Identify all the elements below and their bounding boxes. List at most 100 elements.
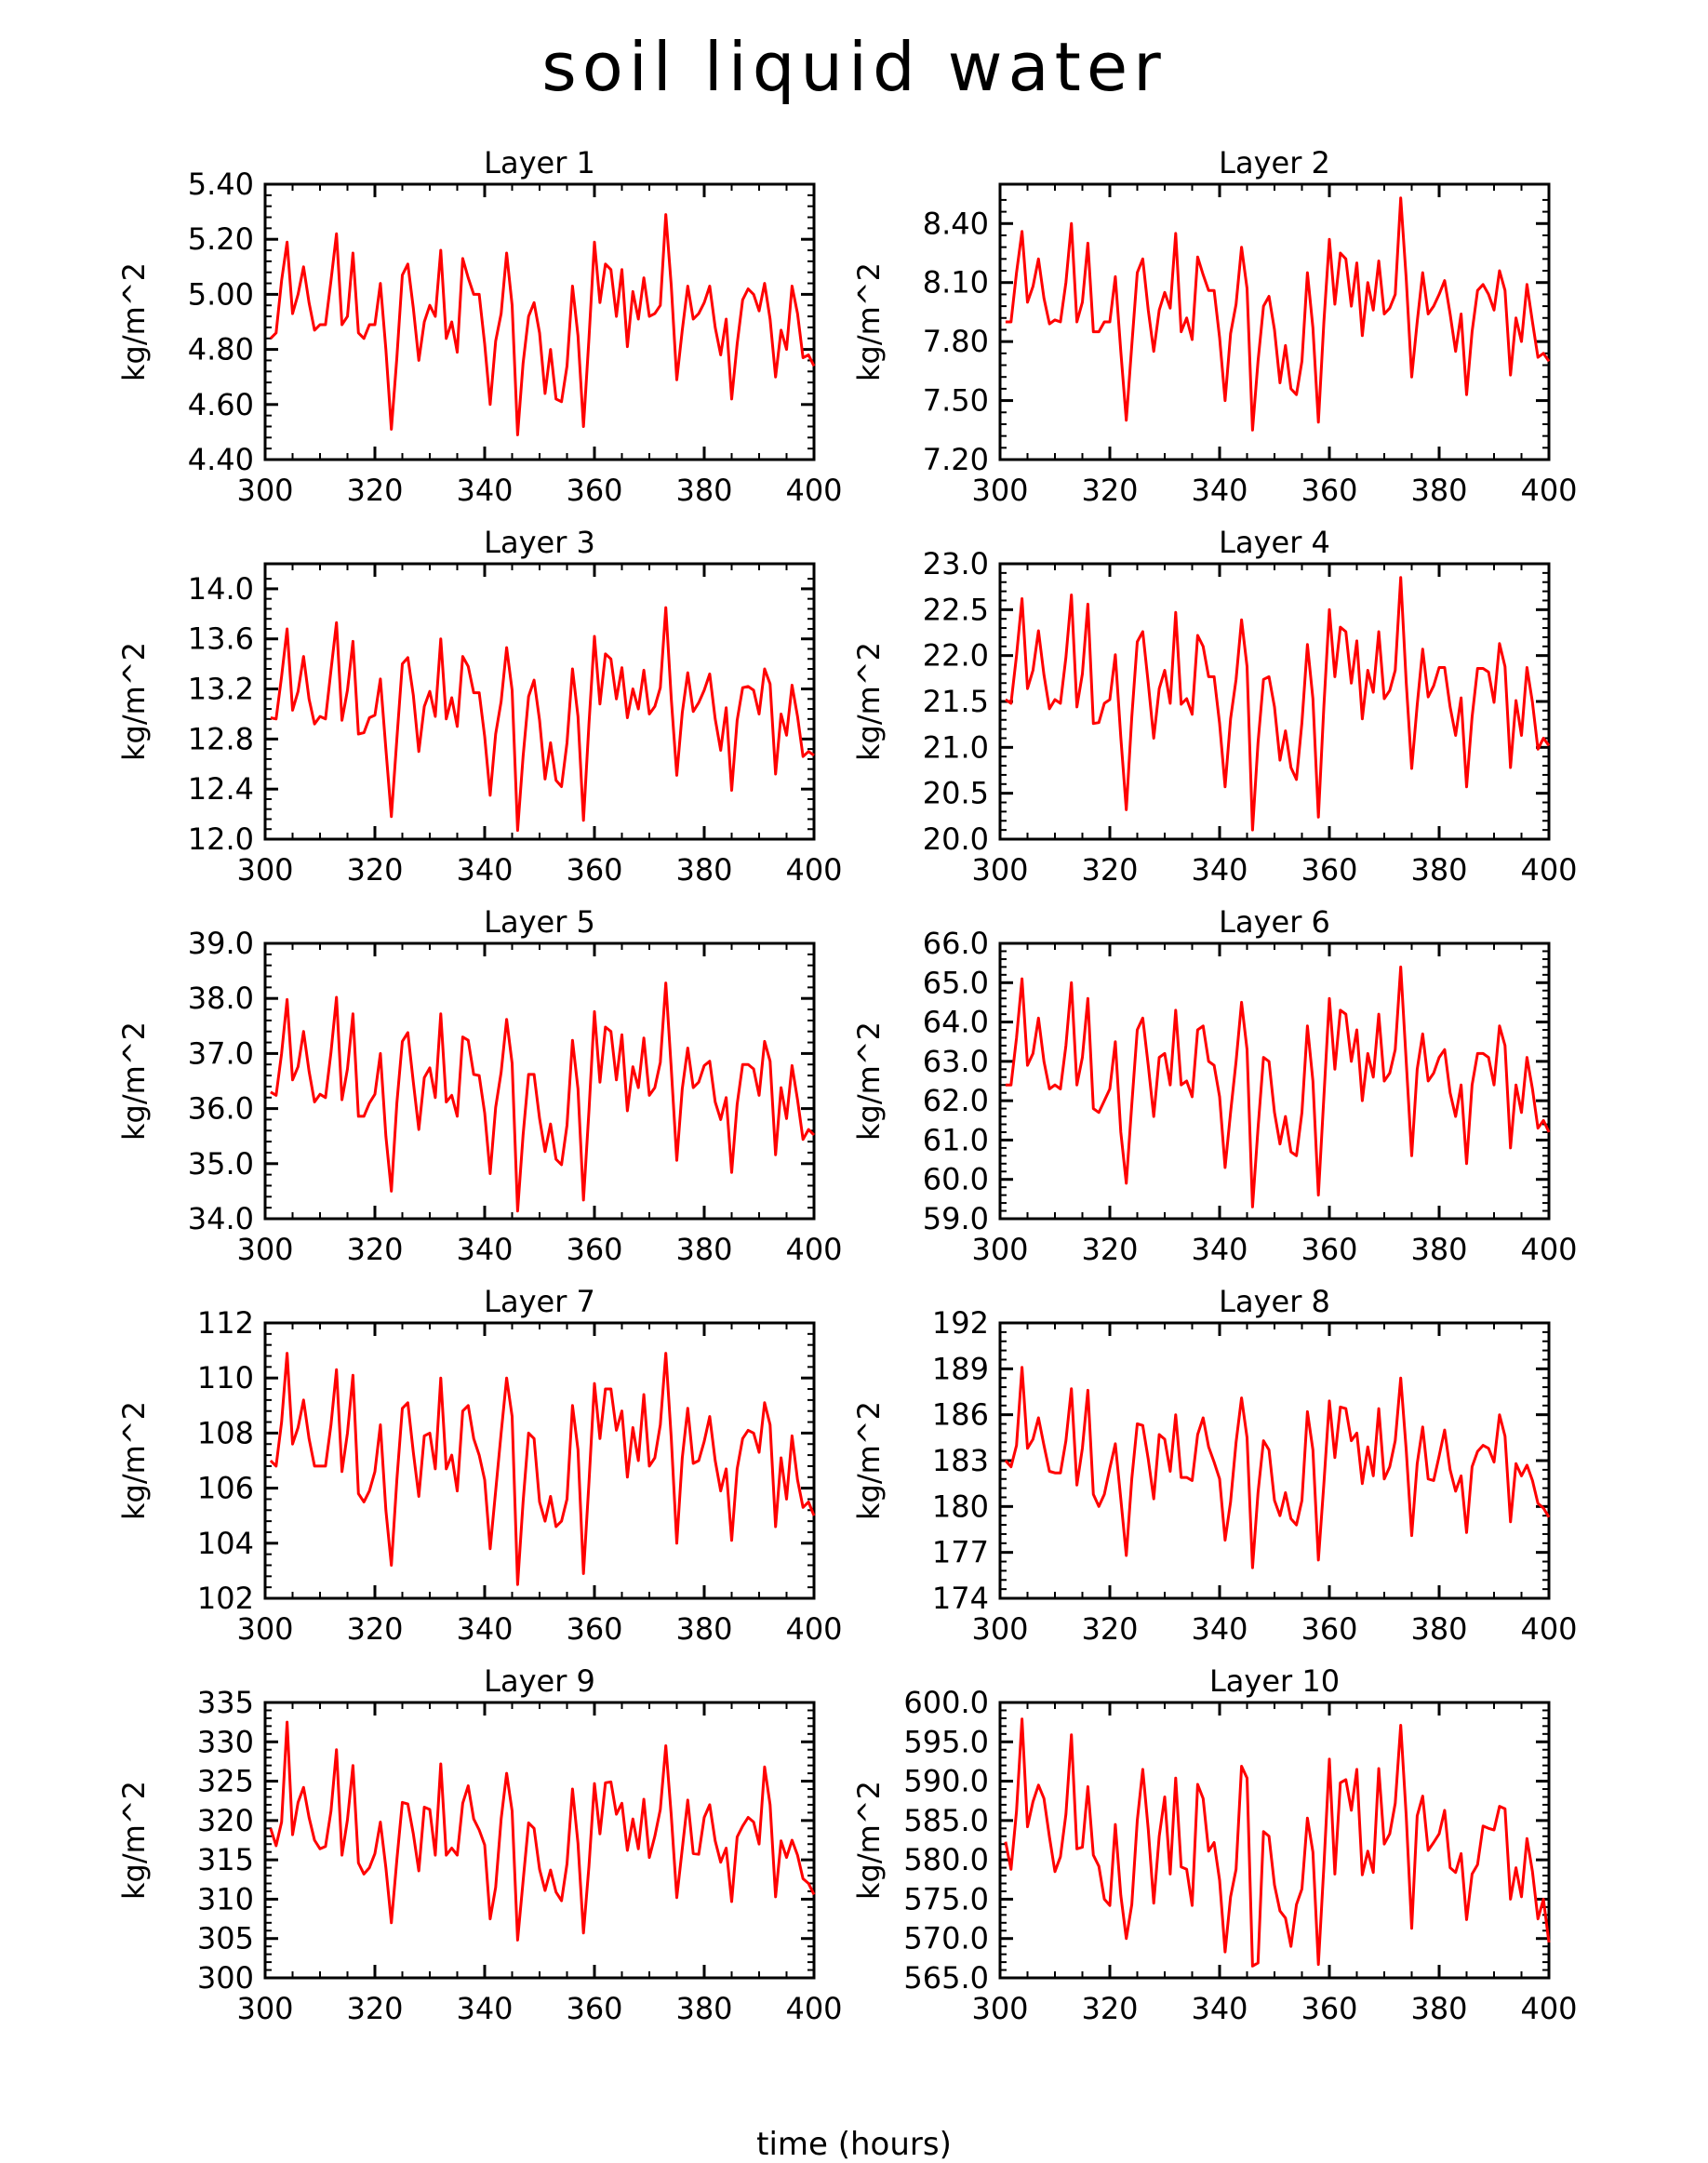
y-axis-label: kg/m^2 — [116, 1021, 152, 1141]
x-tick-label: 380 — [675, 1232, 732, 1267]
y-tick-label: 5.40 — [188, 167, 254, 202]
x-tick-label: 300 — [236, 1991, 293, 2026]
x-tick-label: 380 — [1410, 473, 1467, 508]
y-tick-label: 102 — [197, 1581, 254, 1616]
x-tick-label: 380 — [675, 1991, 732, 2026]
y-tick-label: 4.80 — [188, 332, 254, 367]
x-tick-label: 340 — [456, 473, 513, 508]
y-tick-label: 600.0 — [903, 1685, 989, 1720]
y-tick-label: 21.0 — [923, 729, 989, 765]
x-tick-label: 300 — [236, 1611, 293, 1647]
y-tick-label: 63.0 — [923, 1044, 989, 1079]
chart-panel-8: Layer 8 300 320 340 360 380 400 174 177 180 183 186… — [851, 1284, 1578, 1647]
plot-frame — [263, 1321, 816, 1600]
x-tick-label: 380 — [1410, 852, 1467, 888]
y-tick-label: 14.0 — [188, 571, 254, 607]
y-tick-label: 20.0 — [923, 821, 989, 857]
y-tick-label: 66.0 — [923, 926, 989, 961]
y-tick-label: 108 — [197, 1415, 254, 1450]
panel-title: Layer 1 — [484, 145, 595, 180]
x-tick-label: 340 — [456, 1611, 513, 1647]
y-tick-label: 575.0 — [903, 1881, 989, 1916]
y-tick-label: 565.0 — [903, 1960, 989, 1996]
chart-panel-6: Layer 6 300 320 340 360 380 400 59.0 60.0 61.0 62.… — [851, 904, 1578, 1267]
y-tick-label: 65.0 — [923, 965, 989, 1000]
x-tick-label: 380 — [1410, 1611, 1467, 1647]
panel-title: Layer 4 — [1219, 525, 1330, 560]
x-tick-label: 300 — [971, 1232, 1028, 1267]
series-line — [1005, 196, 1551, 432]
y-tick-label: 7.80 — [923, 324, 989, 359]
plot-frame — [998, 1321, 1551, 1600]
y-tick-label: 34.0 — [188, 1201, 254, 1236]
y-tick-label: 335 — [197, 1685, 254, 1720]
x-tick-label: 400 — [1520, 1991, 1577, 2026]
x-tick-label: 380 — [675, 473, 732, 508]
x-tick-label: 300 — [236, 1232, 293, 1267]
y-tick-label: 22.0 — [923, 638, 989, 674]
y-axis-label: kg/m^2 — [851, 642, 887, 761]
y-axis-label: kg/m^2 — [116, 642, 152, 761]
x-tick-label: 320 — [1081, 1232, 1138, 1267]
y-tick-label: 180 — [932, 1489, 989, 1524]
x-tick-label: 400 — [785, 1611, 842, 1647]
x-tick-label: 360 — [566, 1991, 622, 2026]
y-tick-label: 590.0 — [903, 1764, 989, 1799]
y-tick-label: 36.0 — [188, 1091, 254, 1127]
y-tick-label: 37.0 — [188, 1035, 254, 1071]
y-tick-label: 8.40 — [923, 206, 989, 241]
y-tick-label: 305 — [197, 1921, 254, 1956]
y-tick-label: 7.50 — [923, 383, 989, 419]
y-tick-label: 5.00 — [188, 276, 254, 312]
x-tick-label: 320 — [1081, 1611, 1138, 1647]
y-tick-label: 59.0 — [923, 1201, 989, 1236]
y-tick-label: 39.0 — [188, 926, 254, 961]
y-tick-label: 21.5 — [923, 684, 989, 719]
series-line — [270, 606, 815, 833]
chart-panel-3: Layer 3 300 320 340 360 380 400 12.0 12.4 12.8 13.… — [116, 525, 843, 888]
chart-panel-10: Layer 10 300 320 340 360 380 400 565.0 570.0 575.… — [851, 1663, 1578, 2026]
panel-title: Layer 8 — [1219, 1284, 1330, 1319]
series-line — [269, 1352, 816, 1586]
x-tick-label: 300 — [971, 1611, 1028, 1647]
x-axis-footer-label: time (hours) — [756, 2126, 952, 2163]
y-tick-label: 580.0 — [903, 1842, 989, 1877]
series-line — [1004, 1366, 1551, 1569]
y-axis-label: kg/m^2 — [116, 262, 152, 381]
x-tick-label: 320 — [346, 1611, 403, 1647]
x-tick-label: 360 — [566, 1232, 622, 1267]
x-tick-label: 340 — [1191, 852, 1248, 888]
y-tick-label: 64.0 — [923, 1005, 989, 1040]
x-tick-label: 340 — [1191, 473, 1248, 508]
x-tick-label: 340 — [1191, 1611, 1248, 1647]
y-tick-label: 62.0 — [923, 1083, 989, 1118]
y-tick-label: 61.0 — [923, 1122, 989, 1157]
y-tick-label: 300 — [197, 1960, 254, 1996]
x-tick-label: 400 — [785, 1232, 842, 1267]
x-tick-label: 400 — [1520, 1232, 1577, 1267]
y-axis-label: kg/m^2 — [116, 1401, 152, 1520]
plot-frame — [263, 562, 816, 841]
x-tick-label: 400 — [1520, 1611, 1577, 1647]
y-tick-label: 12.0 — [188, 821, 254, 857]
x-tick-label: 300 — [971, 1991, 1028, 2026]
x-tick-label: 360 — [566, 1611, 622, 1647]
y-tick-label: 104 — [197, 1526, 254, 1561]
chart-panel-4: Layer 4 300 320 340 360 380 400 20.0 20.5 21.0 21.… — [851, 525, 1578, 888]
y-tick-label: 35.0 — [188, 1146, 254, 1182]
x-tick-label: 300 — [971, 852, 1028, 888]
series-line — [1005, 965, 1551, 1208]
figure-title: soil liquid water — [541, 28, 1167, 106]
x-tick-label: 380 — [1410, 1232, 1467, 1267]
x-tick-label: 400 — [785, 1991, 842, 2026]
y-tick-label: 38.0 — [188, 981, 254, 1016]
y-tick-label: 8.10 — [923, 265, 989, 300]
chart-panel-2: Layer 2 300 320 340 360 380 400 7.20 7.50 7.80 8.1… — [851, 145, 1578, 508]
x-tick-label: 320 — [1081, 852, 1138, 888]
chart-panel-5: Layer 5 300 320 340 360 380 400 34.0 35.0 36.0 37.… — [116, 904, 843, 1267]
chart-panel-1: Layer 1 300 320 340 360 380 400 4.40 4.60 4.80 5.0… — [116, 145, 843, 508]
x-tick-label: 300 — [236, 473, 293, 508]
plot-frame — [998, 941, 1551, 1221]
y-axis-label: kg/m^2 — [116, 1781, 152, 1900]
y-tick-label: 12.4 — [188, 771, 254, 807]
